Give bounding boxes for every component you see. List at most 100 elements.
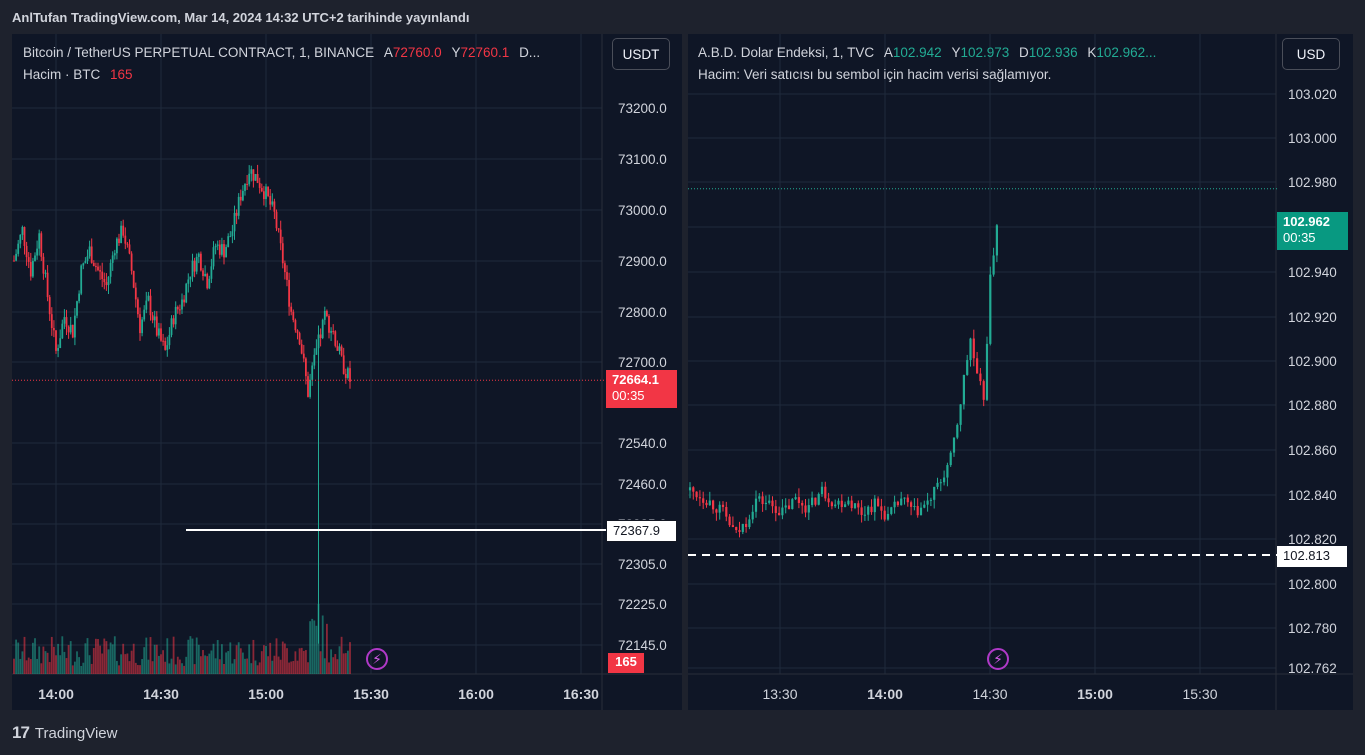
dxy-chart-pane[interactable]: 103.020103.000102.980102.960102.940102.9… [688, 34, 1353, 710]
btc-candle-body [122, 225, 125, 236]
btc-candle-body [231, 231, 234, 237]
btc-candle-body [130, 253, 133, 271]
btc-chart-pane[interactable]: 73200.0 73100.0 73000.0 72900.0 72800.0 72700… [12, 34, 682, 710]
dxy-currency-button[interactable]: USD [1282, 38, 1340, 70]
btc-volume-bar [319, 651, 322, 674]
dxy-candle-body [817, 494, 820, 505]
btc-volume-bar [290, 661, 293, 674]
dxy-candle-body [702, 498, 705, 503]
btc-x-tick-label: 16:00 [458, 686, 494, 702]
btc-volume-bar [294, 651, 297, 674]
dxy-y-tick-label: 102.980 [1288, 175, 1337, 190]
btc-candle-body [181, 299, 183, 310]
dxy-candle-body [761, 496, 764, 505]
btc-candle-body [284, 263, 286, 273]
btc-candle-body [141, 319, 143, 334]
dxy-y-tick-label: 102.780 [1288, 621, 1337, 636]
btc-candle-body [300, 344, 303, 354]
btc-volume-bar [46, 652, 49, 674]
btc-level-price-badge[interactable]: 72367.9 [606, 520, 677, 542]
btc-candle-body [158, 328, 160, 336]
btc-x-tick-label: 16:30 [563, 686, 599, 702]
btc-candle-body [248, 173, 251, 185]
btc-volume-bar [74, 661, 76, 674]
dxy-candle-body [896, 501, 899, 506]
btc-y-tick-label: 72225.0 [618, 597, 667, 612]
btc-volume-bar [275, 638, 278, 674]
dxy-chart-canvas[interactable]: 103.020103.000102.980102.960102.940102.9… [688, 34, 1353, 710]
dxy-candle-body [979, 373, 982, 382]
btc-candle-body [258, 182, 261, 188]
dxy-candle-body [738, 530, 741, 532]
dxy-candle-body [820, 486, 824, 495]
btc-volume-bar [183, 665, 185, 674]
dxy-candle-body [903, 497, 906, 499]
btc-candle-body [279, 229, 282, 244]
dxy-candle-body [804, 505, 807, 513]
dxy-level-price-badge[interactable]: 102.813 [1277, 546, 1347, 567]
dxy-candle-body [721, 504, 725, 508]
dxy-candle-body [906, 497, 909, 503]
btc-volume-bar [185, 656, 188, 674]
dxy-y-tick-label: 102.860 [1288, 443, 1337, 458]
btc-candle-body [309, 379, 311, 397]
btc-volume-bar [84, 643, 87, 674]
btc-candle-body [229, 236, 232, 238]
dxy-x-tick-label: 13:30 [762, 686, 797, 702]
btc-chart-canvas[interactable]: 73200.0 73100.0 73000.0 72900.0 72800.0 72700… [12, 34, 682, 710]
btc-volume-bar [254, 660, 257, 674]
btc-candle-body [88, 246, 91, 257]
dxy-low-value: 102.936 [1028, 45, 1078, 60]
dxy-candle-body [698, 497, 701, 499]
dxy-y-tick-label: 102.900 [1288, 354, 1337, 369]
btc-volume-bar [38, 646, 41, 674]
btc-candle-body [164, 340, 167, 350]
btc-volume-bar [292, 661, 295, 674]
dxy-candle-body [797, 497, 800, 503]
btc-symbol[interactable]: Bitcoin / TetherUS PERPETUAL CONTRACT, 1… [23, 45, 375, 60]
dxy-candle-body [943, 477, 946, 483]
btc-volume-bar [48, 662, 51, 674]
dxy-candle-body [956, 424, 959, 438]
btc-volume-bar [76, 651, 78, 674]
btc-last-price: 72664.1 [612, 372, 659, 387]
btc-volume-bar [332, 657, 335, 674]
dxy-candle-body [893, 501, 896, 508]
btc-candle-body [223, 244, 225, 258]
dxy-open-label: A [883, 45, 893, 60]
btc-volume-bar [111, 644, 114, 674]
dxy-x-tick-label: 14:30 [972, 686, 1007, 702]
btc-volume-bar [267, 656, 269, 674]
dxy-symbol[interactable]: A.B.D. Dolar Endeksi, 1, TVC [698, 45, 875, 60]
btc-volume-bar [170, 658, 173, 674]
dxy-y-tick-label: 102.800 [1288, 577, 1337, 592]
footer-brand[interactable]: 17 TradingView [12, 723, 117, 743]
btc-candle-body [160, 328, 162, 341]
btc-volume-bar [97, 639, 99, 674]
btc-volume-bar [15, 639, 17, 674]
btc-volume-bar [174, 664, 177, 674]
btc-candle-body [200, 253, 202, 271]
btc-candle-body [27, 257, 30, 262]
dxy-lightning-icon[interactable]: ⚡ [987, 648, 1009, 670]
btc-candle-body [189, 276, 192, 280]
btc-candle-body [183, 299, 185, 303]
btc-volume-bar [340, 636, 343, 674]
btc-candle-body [59, 338, 62, 349]
btc-volume-bar [67, 645, 70, 674]
btc-volume-bar [105, 641, 108, 674]
btc-lightning-icon[interactable]: ⚡ [366, 648, 388, 670]
dxy-candle-body [718, 504, 721, 513]
btc-volume-bar [191, 638, 194, 674]
btc-high-value: 72760.1 [460, 45, 510, 60]
dxy-candle-body [972, 338, 975, 359]
btc-currency-button[interactable]: USDT [612, 38, 670, 70]
btc-volume-bar [99, 645, 101, 674]
btc-volume-bar [36, 658, 38, 674]
dxy-candle-body [801, 502, 804, 506]
dxy-countdown: 00:35 [1283, 230, 1316, 245]
btc-x-tick-label: 15:30 [353, 686, 389, 702]
dxy-candle-body [952, 437, 956, 453]
btc-volume-bar [162, 650, 164, 674]
btc-volume-legend: Hacim · BTC 165 [23, 67, 133, 82]
